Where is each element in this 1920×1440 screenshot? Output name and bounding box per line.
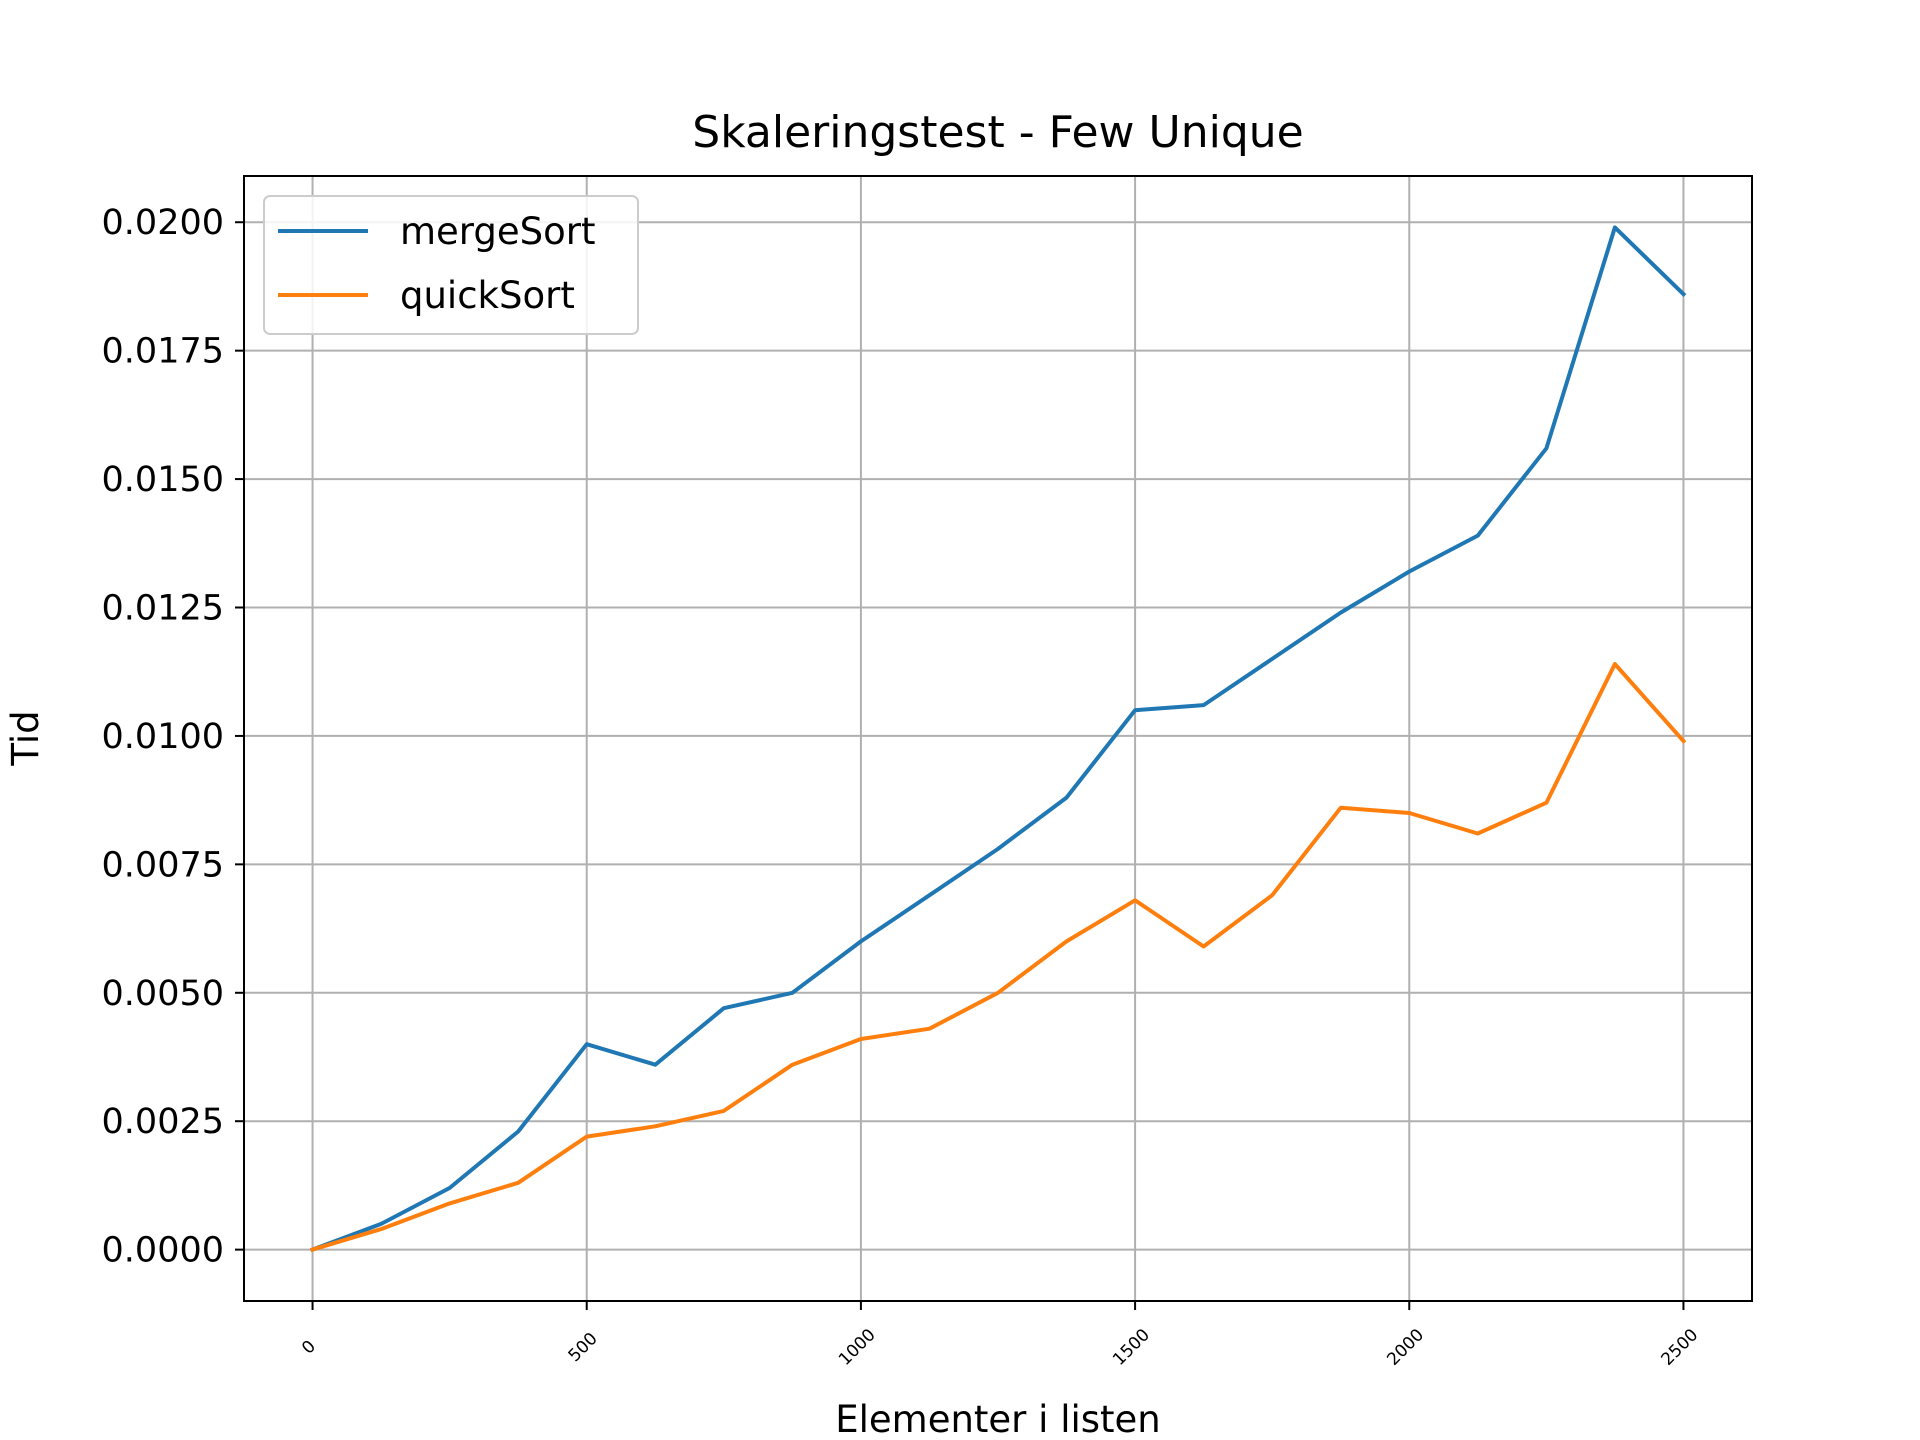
y-tick-label: 0.0100 bbox=[102, 717, 224, 757]
y-tick-label: 0.0000 bbox=[102, 1231, 224, 1271]
y-tick-label: 0.0200 bbox=[102, 203, 224, 243]
series-lines bbox=[309, 225, 1687, 1253]
series-line-mergesort bbox=[309, 225, 1687, 1253]
y-tick-label: 0.0175 bbox=[102, 332, 224, 372]
grid bbox=[244, 176, 1752, 1301]
y-tick-label: 0.0075 bbox=[102, 845, 224, 885]
y-tick-label: 0.0125 bbox=[102, 589, 224, 629]
y-tick-label: 0.0150 bbox=[102, 460, 224, 500]
legend: mergeSort quickSort bbox=[263, 195, 639, 335]
legend-label-mergesort: mergeSort bbox=[400, 210, 595, 253]
y-axis-label: Tid bbox=[4, 710, 47, 766]
legend-label-quicksort: quickSort bbox=[400, 274, 575, 317]
plot-frame bbox=[243, 175, 1753, 1302]
y-tick-label: 0.0025 bbox=[102, 1102, 224, 1142]
y-tick-label: 0.0050 bbox=[102, 974, 224, 1014]
x-axis-label: Elementer i listen bbox=[835, 1398, 1161, 1440]
series-line-quicksort bbox=[310, 662, 1687, 1253]
chart-title: Skaleringstest - Few Unique bbox=[692, 107, 1303, 158]
